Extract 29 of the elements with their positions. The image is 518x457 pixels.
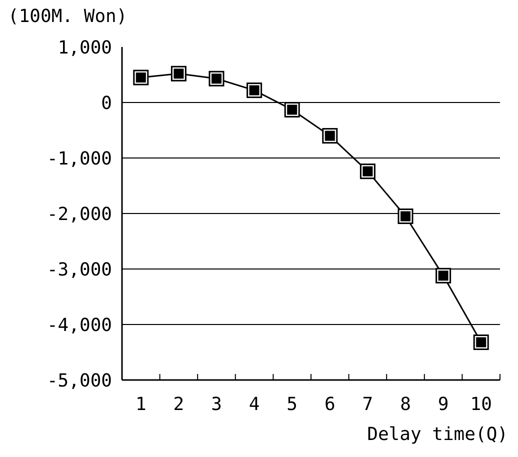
x-tick-label: 2 xyxy=(173,394,184,415)
point xyxy=(436,268,452,284)
x-tick-label: 1 xyxy=(135,394,146,415)
point xyxy=(322,128,338,144)
point xyxy=(284,102,300,118)
point xyxy=(208,70,224,86)
y-tick-label: 0 xyxy=(101,92,112,114)
point xyxy=(170,66,186,82)
x-tick-label: 10 xyxy=(470,394,492,415)
point xyxy=(398,208,414,224)
y-tick-label: -3,000 xyxy=(46,259,112,280)
x-axis-title: Delay time(Q) xyxy=(367,424,508,445)
point xyxy=(133,70,149,86)
y-tick-label: -2,000 xyxy=(46,204,112,225)
x-tick-label: 9 xyxy=(438,394,449,415)
point xyxy=(246,82,262,98)
x-tick-label: 7 xyxy=(362,394,374,415)
x-tick-label: 4 xyxy=(248,394,260,415)
point xyxy=(360,164,376,180)
x-tick-label: 8 xyxy=(400,394,411,415)
x-tick-label: 6 xyxy=(324,394,336,415)
y-tick-label: -1,000 xyxy=(46,148,112,170)
x-tick-label: 5 xyxy=(286,394,298,415)
point xyxy=(473,334,489,350)
y-tick-label: -4,000 xyxy=(46,314,112,336)
y-tick-label: 1,000 xyxy=(58,37,112,58)
y-tick-label: -5,000 xyxy=(46,370,112,392)
x-tick-label: 3 xyxy=(211,394,222,415)
y-axis-title: (100M. Won) xyxy=(8,6,128,27)
